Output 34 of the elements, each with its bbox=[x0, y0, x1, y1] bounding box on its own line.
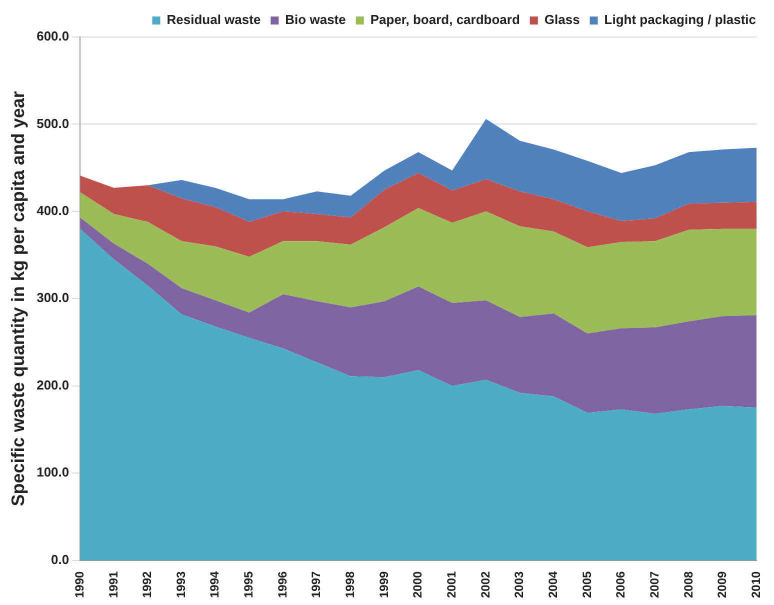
x-tick-label: 2008 bbox=[681, 570, 696, 598]
x-tick-label: 1999 bbox=[376, 570, 391, 598]
x-tick-label: 1998 bbox=[343, 570, 358, 598]
x-tick-label: 1996 bbox=[275, 570, 290, 598]
legend-label: Residual waste bbox=[166, 12, 261, 28]
x-tick-label: 1994 bbox=[208, 570, 222, 598]
legend-label: Glass bbox=[544, 12, 580, 28]
x-tick-label: 1993 bbox=[174, 570, 188, 598]
x-tick-label: 2006 bbox=[614, 570, 628, 598]
x-tick-label: 2004 bbox=[546, 570, 560, 598]
y-tick-label: 600.0 bbox=[36, 28, 70, 44]
x-tick-label: 2003 bbox=[512, 570, 526, 598]
x-tick-label: 2005 bbox=[580, 570, 594, 598]
y-tick-label: 200.0 bbox=[36, 377, 70, 392]
x-tick-label: 2007 bbox=[647, 570, 662, 598]
x-tick-label: 1995 bbox=[242, 570, 256, 598]
y-axis-title: Specific waste quantity in kg per capita and year bbox=[8, 91, 28, 506]
x-tick-label: 1997 bbox=[309, 570, 324, 598]
x-tick-label: 2010 bbox=[748, 570, 763, 598]
y-tick-label: 300.0 bbox=[36, 290, 70, 306]
y-tick-label: 400.0 bbox=[36, 203, 70, 218]
legend-label: Bio waste bbox=[285, 12, 346, 28]
x-tick-label: 2002 bbox=[478, 570, 492, 598]
x-tick-label: 1990 bbox=[72, 570, 86, 598]
legend-label: Light packaging / plastic bbox=[604, 12, 756, 28]
x-tick-label: 1992 bbox=[140, 570, 154, 598]
y-tick-label: 0.0 bbox=[51, 552, 70, 567]
x-tick-label: 2001 bbox=[444, 570, 458, 598]
y-tick-label: 100.0 bbox=[36, 464, 70, 480]
x-tick-label: 1991 bbox=[106, 570, 120, 598]
legend-label: Paper, board, cardboard bbox=[370, 12, 520, 28]
x-tick-label: 2000 bbox=[410, 570, 425, 598]
x-tick-label: 2009 bbox=[715, 570, 730, 598]
y-tick-label: 500.0 bbox=[36, 116, 70, 131]
